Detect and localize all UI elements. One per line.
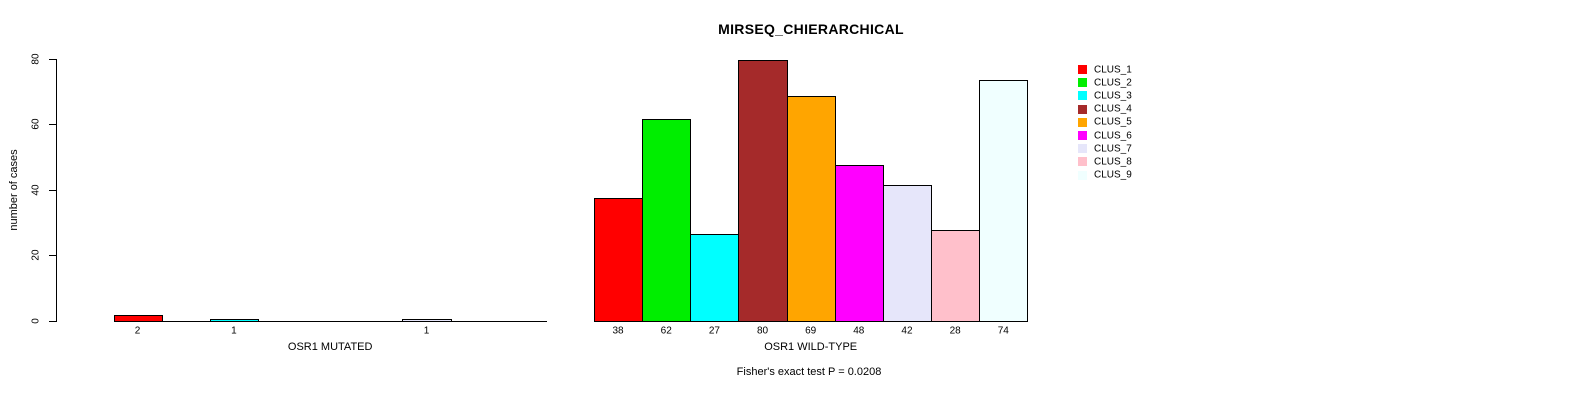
bar-clus_1 [594, 197, 644, 322]
legend-label-clus_8: CLUS_8 [1094, 156, 1132, 168]
bar-count-label: 74 [997, 325, 1009, 337]
chart-title: MIRSEQ_CHIERARCHICAL [718, 21, 904, 37]
bar-clus_4 [738, 59, 788, 322]
y-axis-tick [48, 255, 56, 257]
bar-count-label: 48 [853, 325, 865, 337]
bar-clus_3 [690, 233, 740, 322]
bar-count-label: 1 [231, 325, 237, 337]
bar-clus_1 [113, 314, 163, 322]
bar-clus_6 [834, 164, 884, 322]
legend-label-clus_1: CLUS_1 [1094, 64, 1132, 75]
y-axis-title: number of cases [8, 149, 20, 231]
bar-count-label: 27 [708, 325, 720, 337]
group-baseline [113, 320, 547, 322]
y-axis-tick [48, 59, 56, 60]
y-axis-tick [48, 320, 56, 322]
legend-swatch-clus_1 [1078, 65, 1087, 74]
bar-clus_5 [786, 95, 836, 322]
fisher-test-annotation: Fisher's exact test P = 0.0208 [736, 366, 882, 378]
y-tick-label: 80 [30, 53, 42, 65]
legend-swatch-clus_2 [1078, 78, 1087, 88]
y-tick-label: 60 [30, 118, 42, 130]
legend-swatch-clus_7 [1078, 144, 1087, 154]
bar-count-label: 69 [805, 325, 817, 337]
bar-count-label: 1 [423, 325, 430, 337]
legend-label-clus_2: CLUS_2 [1094, 77, 1132, 89]
bar-clus_7 [882, 184, 933, 322]
y-axis-tick [48, 189, 56, 191]
bar-clus_2 [642, 118, 692, 322]
bar-clus_8 [931, 229, 981, 322]
bar-count-label: 80 [756, 325, 769, 337]
y-axis-tick [48, 124, 56, 126]
bar-count-label: 28 [949, 325, 961, 337]
legend-label-clus_4: CLUS_4 [1094, 103, 1132, 115]
bar-count-label: 42 [901, 325, 913, 337]
y-tick-label: 0 [30, 317, 42, 324]
x-axis-group-label: OSR1 WILD-TYPE [764, 341, 858, 353]
legend-label-clus_7: CLUS_7 [1094, 143, 1132, 155]
legend-swatch-clus_8 [1078, 157, 1087, 167]
bar-clus_7 [402, 318, 452, 322]
legend-swatch-clus_9 [1078, 170, 1087, 180]
legend-label-clus_3: CLUS_3 [1094, 90, 1132, 102]
bar-count-label: 62 [660, 325, 672, 337]
legend-swatch-clus_5 [1078, 117, 1087, 127]
y-axis-line [55, 59, 57, 322]
legend-label-clus_9: CLUS_9 [1094, 169, 1132, 181]
legend-swatch-clus_4 [1078, 104, 1087, 114]
bar-count-label: 38 [612, 325, 624, 337]
bar-count-label: 2 [134, 325, 141, 337]
x-axis-group-label: OSR1 MUTATED [287, 341, 373, 353]
bar-clus_9 [979, 79, 1029, 322]
y-tick-label: 40 [30, 184, 42, 196]
legend-swatch-clus_6 [1078, 131, 1087, 140]
legend-swatch-clus_3 [1078, 91, 1087, 101]
legend-label-clus_5: CLUS_5 [1094, 116, 1132, 128]
bar-clus_3 [209, 318, 259, 322]
y-tick-label: 20 [30, 249, 42, 261]
legend-label-clus_6: CLUS_6 [1094, 130, 1132, 141]
